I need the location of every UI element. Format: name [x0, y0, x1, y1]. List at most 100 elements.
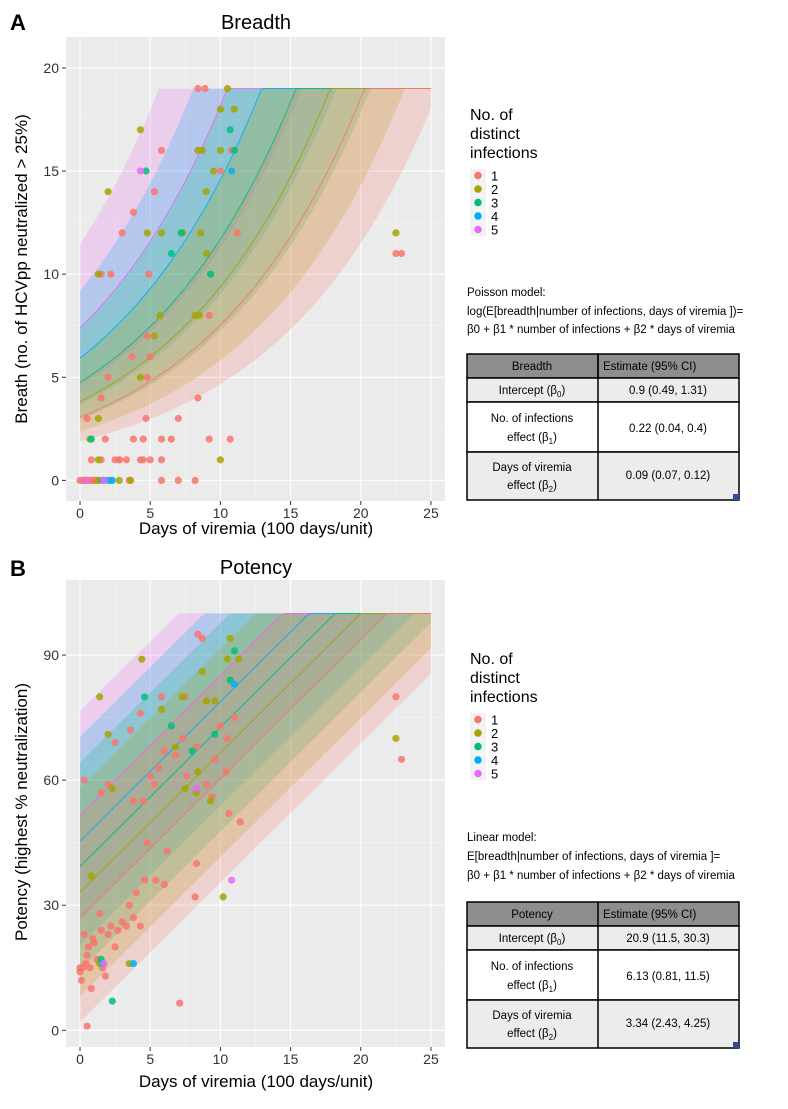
fitted-curve-2-infections	[79, 612, 431, 893]
potency-point-1-infections	[176, 999, 184, 1007]
x-tick-label: 0	[76, 505, 84, 521]
x-tick-label: 20	[353, 505, 369, 521]
x-tick-label: 15	[283, 505, 299, 521]
breadth-point-2-infections	[115, 476, 123, 484]
potency-point-1-infections	[84, 943, 93, 951]
potency-point-1-infections	[163, 847, 171, 855]
breadth-point-1-infections	[157, 456, 166, 464]
potency-point-1-infections	[160, 880, 168, 889]
breadth-x-axis-title: Days of viremia (100 days/unit)	[139, 519, 373, 538]
breadth-point-1-infections	[146, 456, 154, 464]
breadth-point-2-infections	[143, 229, 151, 237]
breadth-points	[76, 85, 406, 484]
table-row-infections-term-line-1: No. of infections	[491, 961, 574, 973]
confidence-band-3-infections	[80, 88, 431, 420]
legend-key-4	[474, 212, 482, 220]
potency-point-1-infections	[80, 776, 88, 784]
breadth-point-1-infections	[174, 476, 182, 484]
confidence-band-2-infections	[80, 613, 431, 997]
breadth-model-lines	[79, 88, 431, 418]
table-header-term: Breadth	[512, 361, 552, 373]
potency-point-5-infections	[228, 876, 236, 884]
breadth-point-2-infections	[202, 188, 210, 196]
potency-point-1-infections	[143, 839, 151, 847]
table-row-viremia-term-line-2: effect (β2)	[507, 480, 557, 494]
x-tick-label: 0	[76, 1051, 84, 1067]
potency-point-1-infections	[129, 797, 137, 805]
legend-label-3: 3	[491, 196, 498, 211]
confidence-band-4-infections	[80, 613, 431, 946]
y-tick-label: 30	[43, 897, 59, 913]
breadth-point-1-infections	[397, 249, 406, 258]
breadth-point-1-infections	[191, 476, 199, 484]
legend-label-4: 4	[491, 753, 498, 768]
breadth-point-1-infections	[104, 373, 112, 381]
breadth-point-1-infections	[150, 188, 158, 196]
breadth-point-5-infections	[100, 476, 108, 484]
x-tick-label: 15	[283, 1051, 299, 1067]
confidence-band-4-infections	[80, 88, 431, 405]
legend-key-3	[474, 742, 482, 751]
potency-point-3-infections	[167, 722, 175, 730]
legend-label-1: 1	[491, 169, 498, 184]
breadth-point-1-infections	[146, 353, 154, 361]
potency-point-1-infections	[122, 922, 130, 930]
potency-chart-title: Potency	[220, 557, 292, 579]
breadth-point-2-infections	[156, 311, 164, 319]
breadth-point-1-infections	[157, 146, 166, 154]
confidence-band-5-infections	[80, 613, 431, 920]
breadth-point-2-infections	[392, 229, 400, 237]
potency-point-2-infections	[392, 734, 400, 743]
model-name: Linear model:	[467, 832, 537, 844]
potency-point-1-infections	[90, 939, 98, 947]
potency-model-lines	[79, 612, 431, 918]
breadth-point-1-infections	[201, 85, 209, 93]
potency-point-1-infections	[111, 739, 119, 747]
breadth-gridlines	[66, 37, 445, 501]
model-formula-line-1: log(E[breadth|number of infections, days…	[467, 306, 744, 318]
potency-point-1-infections	[225, 809, 233, 818]
breadth-point-2-infections	[94, 456, 102, 464]
potency-point-4-infections	[129, 960, 137, 968]
table-row-infections-estimate: 0.22 (0.04, 0.4)	[629, 423, 707, 435]
breadth-point-1-infections	[194, 85, 202, 93]
model-formula-line-2: β0 + β1 * number of infections + β2 * da…	[467, 324, 735, 336]
breadth-point-5-infections	[82, 476, 90, 484]
table-row-infections-term-line-1: No. of infections	[491, 413, 574, 425]
table-row-viremia-term-line-2: effect (β2)	[507, 1028, 557, 1042]
potency-point-1-infections	[97, 926, 105, 934]
y-tick-label: 15	[43, 163, 59, 179]
potency-point-1-infections	[83, 1022, 91, 1030]
confidence-band-5-infections	[80, 88, 431, 386]
breadth-point-1-infections	[167, 435, 175, 443]
potency-point-1-infections	[87, 985, 95, 993]
potency-point-1-infections	[77, 976, 85, 984]
potency-point-2-infections	[138, 655, 146, 663]
breadth-point-2-infections	[94, 414, 102, 423]
table-row-intercept-term: Intercept (β0)	[499, 385, 566, 399]
potency-point-1-infections	[191, 893, 199, 901]
breadth-point-3-infections	[142, 167, 150, 175]
legend-key-2	[474, 729, 482, 737]
breadth-point-2-infections	[94, 270, 102, 278]
y-tick-label: 20	[43, 60, 59, 76]
breadth-point-3-infections	[226, 126, 234, 134]
potency-point-2-infections	[194, 768, 202, 776]
legend-key-2	[474, 185, 482, 193]
potency-point-1-infections	[86, 964, 94, 972]
legend-title-line-3: infections	[470, 145, 538, 162]
potency-point-2-infections	[211, 697, 219, 705]
potency-point-2-infections	[104, 730, 112, 738]
potency-point-1-infections	[192, 859, 201, 868]
potency-point-2-infections	[219, 893, 227, 901]
potency-point-1-infections	[127, 726, 135, 734]
potency-point-1-infections	[139, 797, 147, 805]
potency-point-2-infections	[96, 693, 104, 701]
potency-point-2-infections	[181, 784, 189, 793]
legend-key-1	[474, 715, 482, 724]
breadth-point-1-infections	[139, 456, 147, 464]
breadth-point-2-infections	[209, 167, 217, 175]
